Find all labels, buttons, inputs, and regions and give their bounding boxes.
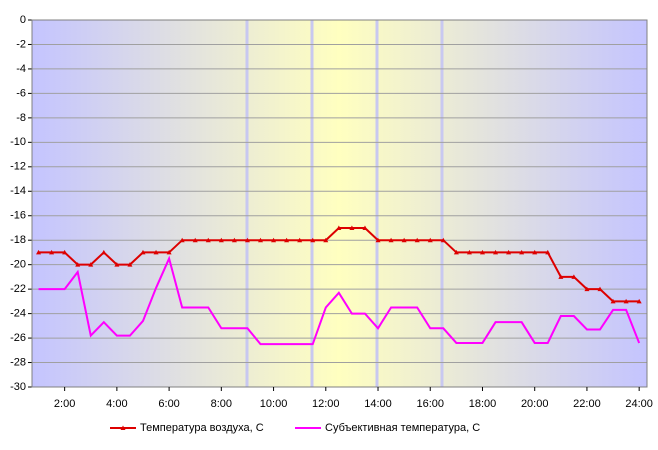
point-marker (584, 286, 590, 292)
point-marker (336, 225, 342, 230)
x-tick-label: 12:00 (312, 398, 340, 410)
series-line (38, 255, 641, 346)
y-tick-label: -8 (16, 112, 26, 124)
point-marker (388, 237, 394, 243)
point-marker (558, 274, 564, 279)
point-marker (466, 249, 472, 255)
point-marker (610, 298, 616, 304)
plot-background (32, 20, 647, 387)
point-marker (127, 262, 133, 267)
point-marker (440, 237, 446, 243)
point-marker (427, 237, 433, 243)
point-marker (244, 237, 250, 243)
point-marker (323, 237, 329, 243)
y-tick-label: -20 (10, 259, 26, 271)
y-tick-label: -16 (10, 210, 26, 222)
plot-border (31, 19, 648, 388)
point-marker (453, 249, 459, 255)
point-marker (114, 262, 120, 267)
point-marker (297, 237, 303, 243)
day-lines (245, 20, 444, 387)
point-marker (258, 237, 264, 243)
point-marker (231, 237, 237, 243)
y-tick-label: -22 (10, 283, 26, 295)
y-tick-label: -4 (16, 63, 26, 75)
x-tick-label: 24:00 (625, 398, 653, 410)
point-marker (36, 249, 42, 255)
y-tick-label: 0 (20, 14, 26, 26)
x-tick-label: 20:00 (521, 398, 549, 410)
point-marker (218, 237, 224, 243)
y-tick-label: -14 (10, 185, 26, 197)
x-tick-label: 16:00 (416, 398, 444, 410)
point-marker (519, 249, 525, 255)
point-marker (75, 262, 81, 267)
x-tick-label: 4:00 (106, 398, 127, 410)
x-tick-label: 2:00 (54, 398, 75, 410)
y-tick-label: -28 (10, 356, 26, 368)
legend-marker (120, 425, 126, 430)
point-marker (414, 237, 420, 243)
point-marker (597, 286, 603, 292)
point-marker (623, 298, 629, 304)
x-tick-label: 6:00 (158, 398, 179, 410)
x-tick-label: 18:00 (469, 398, 497, 410)
y-tick-label: -12 (10, 161, 26, 173)
point-marker (375, 237, 381, 243)
x-tick-label: 10:00 (260, 398, 288, 410)
point-marker (310, 237, 316, 243)
y-tick-label: -6 (16, 87, 26, 99)
y-tick-label: -26 (10, 332, 26, 344)
y-tick-label: -18 (10, 234, 26, 246)
point-marker (62, 249, 68, 255)
point-marker (532, 249, 538, 255)
point-marker (401, 237, 407, 243)
point-marker (205, 237, 211, 243)
point-marker (192, 237, 198, 243)
point-marker (179, 237, 185, 243)
point-marker (506, 249, 512, 255)
point-marker (153, 249, 159, 255)
point-marker (571, 274, 577, 279)
legend-label: Субъективная температура, С (325, 422, 480, 434)
point-marker (636, 298, 642, 304)
point-marker (284, 237, 290, 243)
y-tick-label: -30 (10, 381, 26, 393)
point-marker (166, 249, 172, 255)
y-tick-label: -24 (10, 308, 26, 320)
x-tick-label: 8:00 (211, 398, 232, 410)
point-marker (140, 249, 146, 255)
y-tick-label: -10 (10, 136, 26, 148)
point-marker (349, 225, 355, 230)
point-marker (271, 237, 277, 243)
point-marker (545, 249, 551, 255)
point-marker (362, 225, 368, 230)
point-marker (88, 262, 94, 267)
point-marker (493, 249, 499, 255)
point-marker (479, 249, 485, 255)
y-tick-label: -2 (16, 38, 26, 50)
legend-label: Температура воздуха, С (140, 422, 264, 434)
point-marker (49, 249, 55, 255)
x-tick-label: 22:00 (573, 398, 601, 410)
x-tick-label: 14:00 (364, 398, 392, 410)
point-marker (101, 249, 107, 255)
